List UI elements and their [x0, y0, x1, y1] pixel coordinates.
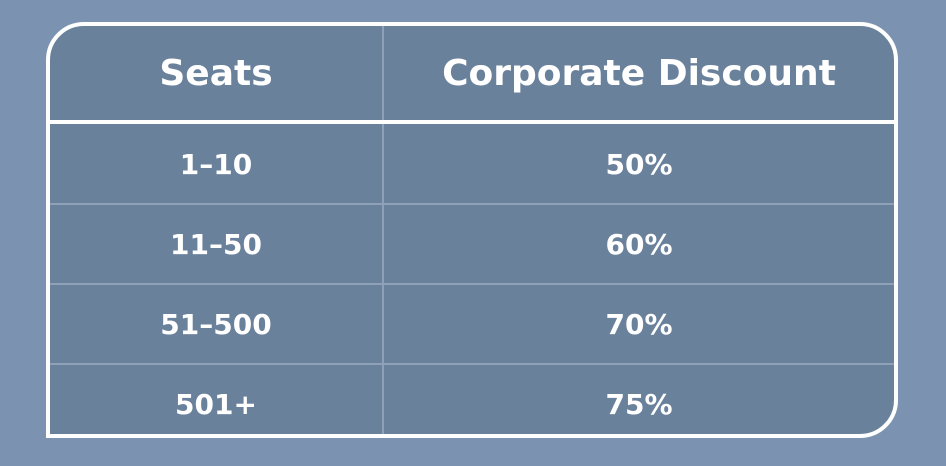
- table-cell: 70%: [605, 307, 673, 341]
- row-divider: [50, 363, 894, 365]
- pricing-table: Seats Corporate Discount 1–10 50% 11–50 60%…: [46, 22, 898, 438]
- table-cell: 60%: [605, 227, 673, 261]
- column-divider: [382, 26, 384, 434]
- table-cell: 75%: [605, 387, 673, 421]
- header-divider: [50, 120, 894, 124]
- table-cell: 51–500: [160, 307, 272, 341]
- row-divider: [50, 203, 894, 205]
- table-cell: 501+: [175, 387, 257, 421]
- table-cell: 50%: [605, 147, 673, 181]
- header-cell: Corporate Discount: [442, 52, 836, 94]
- table-cell: 11–50: [170, 227, 262, 261]
- header-cell: Seats: [159, 52, 273, 94]
- row-divider: [50, 283, 894, 285]
- table-cell: 1–10: [179, 147, 253, 181]
